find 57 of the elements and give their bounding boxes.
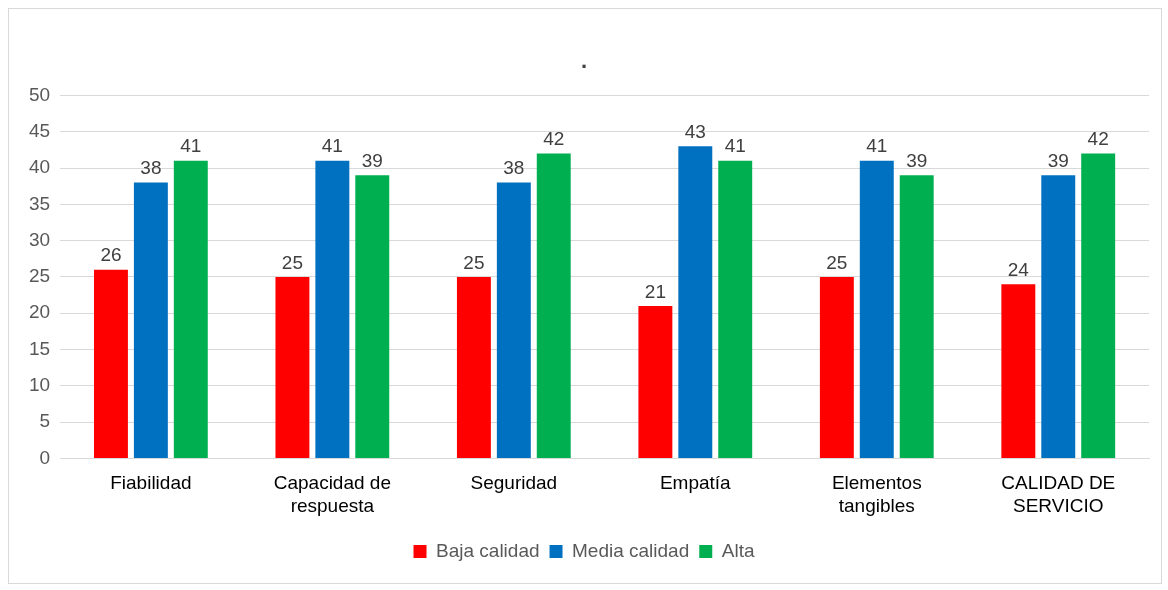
bar	[355, 175, 390, 458]
data-label: 39	[361, 149, 383, 171]
y-tick-label: 30	[28, 228, 51, 250]
y-tick-label: 40	[28, 156, 51, 178]
chart-title: .	[580, 48, 588, 74]
bar	[536, 153, 571, 458]
y-tick-label: 45	[28, 119, 51, 141]
bar	[496, 182, 531, 458]
bar	[1081, 153, 1116, 458]
legend-label: Media calidad	[572, 539, 690, 561]
x-tick-label: Fiabilidad	[110, 472, 192, 494]
data-label: 41	[724, 135, 746, 157]
bar	[859, 160, 894, 458]
bar	[678, 146, 713, 458]
bar	[899, 175, 934, 458]
y-tick-label: 20	[28, 301, 51, 323]
y-tick-label: 0	[39, 446, 51, 468]
data-label: 24	[1007, 258, 1030, 280]
y-tick-label: 10	[28, 374, 51, 396]
data-label: 26	[100, 244, 122, 266]
data-label: 39	[1047, 149, 1069, 171]
data-label: 42	[543, 128, 565, 150]
bar	[173, 160, 208, 458]
legend-label: Alta	[721, 539, 755, 561]
y-tick-label: 35	[28, 192, 51, 214]
data-label: 21	[644, 280, 666, 302]
y-tick-label: 5	[39, 410, 51, 432]
data-label: 25	[463, 251, 485, 273]
x-tick-label: CALIDAD DE SERVICIO	[1001, 472, 1116, 516]
x-tick-label: Capacidad de respuesta	[273, 472, 391, 516]
data-label: 42	[1087, 128, 1109, 150]
bar	[1001, 284, 1036, 458]
bar	[819, 276, 854, 458]
x-tick-label: Elementos tangibles	[831, 472, 922, 516]
bar	[133, 182, 168, 458]
data-label: 38	[503, 157, 525, 179]
bar	[456, 276, 491, 458]
bar	[93, 269, 128, 458]
y-tick-label: 50	[28, 83, 51, 105]
y-tick-label: 15	[28, 337, 51, 359]
bar	[718, 160, 753, 458]
x-tick-label: Seguridad	[470, 472, 558, 494]
bar	[275, 276, 310, 458]
data-label: 25	[826, 251, 848, 273]
data-label: 38	[140, 157, 162, 179]
x-tick-label: Empatía	[659, 472, 732, 494]
bar	[315, 160, 350, 458]
bar	[1041, 175, 1076, 458]
data-label: 41	[180, 135, 202, 157]
data-label: 41	[321, 135, 343, 157]
data-label: 39	[906, 149, 928, 171]
data-label: 43	[684, 120, 706, 142]
bar	[638, 305, 673, 458]
y-tick-label: 25	[28, 265, 51, 287]
legend-label: Baja calidad	[436, 539, 540, 561]
data-label: 25	[281, 251, 303, 273]
data-label: 41	[866, 135, 888, 157]
